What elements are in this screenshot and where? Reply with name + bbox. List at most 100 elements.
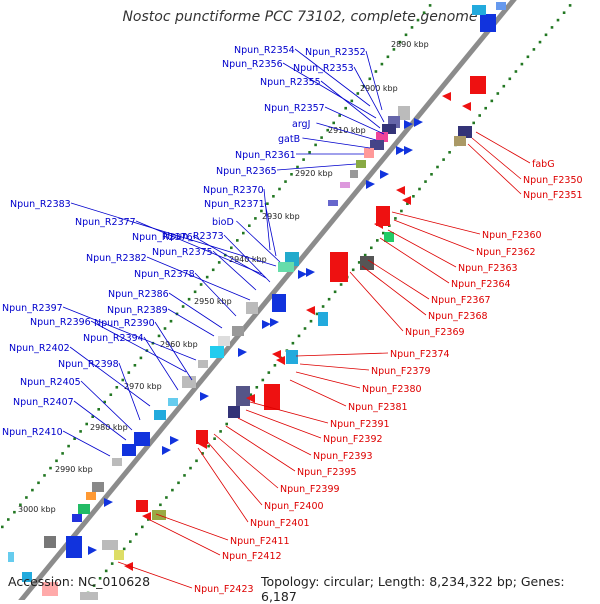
gene-feature[interactable] (286, 350, 298, 364)
gene-feature[interactable] (398, 106, 410, 120)
gene-label-npun-f2364[interactable]: Npun_F2364 (451, 279, 511, 290)
gene-label-npun-f2393[interactable]: Npun_F2393 (313, 451, 373, 462)
gene-arrow[interactable] (262, 320, 271, 329)
gene-arrow[interactable] (396, 186, 405, 195)
gene-feature[interactable] (318, 312, 328, 326)
gene-arrow[interactable] (366, 180, 375, 189)
gene-feature[interactable] (350, 170, 358, 178)
gene-label-npun-f2423[interactable]: Npun_F2423 (194, 584, 254, 595)
gene-arrow[interactable] (380, 170, 389, 179)
gene-label-npun-f2360[interactable]: Npun_F2360 (482, 230, 542, 241)
gene-feature[interactable] (102, 540, 118, 550)
gene-label-npun-f2368[interactable]: Npun_F2368 (428, 311, 488, 322)
gene-arrow[interactable] (270, 318, 279, 327)
gene-arrow[interactable] (374, 220, 383, 229)
gene-arrow[interactable] (170, 436, 179, 445)
gene-feature[interactable] (370, 140, 384, 150)
gene-label-npun-r2355[interactable]: Npun_R2355 (260, 77, 321, 88)
gene-label-npun-f2379[interactable]: Npun_F2379 (371, 366, 431, 377)
gene-label-npun-f2381[interactable]: Npun_F2381 (348, 402, 408, 413)
gene-label-npun-f2391[interactable]: Npun_F2391 (330, 419, 390, 430)
gene-feature[interactable] (168, 398, 178, 406)
gene-feature[interactable] (136, 500, 148, 512)
gene-feature[interactable] (8, 552, 14, 562)
gene-feature[interactable] (196, 430, 208, 444)
gene-label-npun-r2378[interactable]: Npun_R2378 (134, 269, 195, 280)
gene-label-npun-r2353[interactable]: Npun_R2353 (293, 63, 354, 74)
gene-arrow[interactable] (404, 146, 413, 155)
gene-arrow[interactable] (198, 440, 207, 449)
gene-feature[interactable] (360, 256, 374, 270)
gene-label-npun-r2390[interactable]: Npun_R2390 (94, 318, 155, 329)
gene-arrow[interactable] (404, 120, 413, 129)
gene-feature[interactable] (210, 346, 224, 358)
gene-feature[interactable] (114, 550, 124, 560)
gene-arrow[interactable] (238, 348, 247, 357)
gene-arrow[interactable] (414, 118, 423, 127)
gene-label-npun-f2367[interactable]: Npun_F2367 (431, 295, 491, 306)
gene-label-npun-r2394[interactable]: Npun_R2394 (83, 333, 144, 344)
gene-feature[interactable] (328, 200, 338, 206)
gene-label-npun-f2395[interactable]: Npun_F2395 (297, 467, 357, 478)
gene-feature[interactable] (382, 124, 396, 134)
gene-arrow[interactable] (124, 562, 133, 571)
gene-feature[interactable] (218, 336, 230, 346)
gene-label-npun-r2352[interactable]: Npun_R2352 (305, 47, 366, 58)
gene-feature[interactable] (44, 536, 56, 548)
gene-label-npun-f2362[interactable]: Npun_F2362 (476, 247, 536, 258)
gene-label-npun-r2376[interactable]: Npun_R2376 (132, 232, 193, 243)
gene-label-npun-r2371[interactable]: Npun_R2371 (204, 199, 265, 210)
gene-label-npun-r2375[interactable]: Npun_R2375 (152, 247, 213, 258)
gene-label-npun-r2402[interactable]: Npun_R2402 (9, 343, 70, 354)
gene-feature[interactable] (154, 410, 166, 420)
gene-feature[interactable] (236, 386, 250, 406)
gene-feature[interactable] (454, 136, 466, 146)
gene-feature[interactable] (480, 14, 496, 32)
gene-feature[interactable] (228, 406, 240, 418)
gene-feature[interactable] (458, 126, 472, 138)
gene-feature[interactable] (246, 302, 258, 314)
gene-feature[interactable] (364, 148, 374, 158)
gene-arrow[interactable] (246, 394, 255, 403)
gene-label-npun-r2373[interactable]: Npun_R2373 (163, 231, 224, 242)
gene-label-npun-r2396[interactable]: Npun_R2396 (30, 317, 91, 328)
gene-label-npun-r2410[interactable]: Npun_R2410 (2, 427, 63, 438)
gene-feature[interactable] (232, 326, 244, 336)
gene-feature[interactable] (472, 5, 486, 15)
gene-arrow[interactable] (104, 498, 113, 507)
gene-arrow[interactable] (272, 350, 281, 359)
gene-feature[interactable] (376, 206, 390, 226)
gene-label-npun-r2377[interactable]: Npun_R2377 (75, 217, 136, 228)
gene-arrow[interactable] (276, 356, 285, 365)
gene-label-npun-r2405[interactable]: Npun_R2405 (20, 377, 81, 388)
gene-feature[interactable] (182, 376, 196, 388)
gene-feature[interactable] (86, 492, 96, 500)
gene-feature[interactable] (112, 458, 122, 466)
gene-feature[interactable] (92, 482, 104, 492)
gene-label-npun-r2383[interactable]: Npun_R2383 (10, 199, 71, 210)
gene-feature[interactable] (22, 572, 32, 582)
gene-label-npun-f2400[interactable]: Npun_F2400 (264, 501, 324, 512)
gene-label-gatb[interactable]: gatB (278, 134, 300, 145)
gene-feature[interactable] (376, 132, 388, 142)
gene-label-npun-f2374[interactable]: Npun_F2374 (390, 349, 450, 360)
gene-label-npun-f2369[interactable]: Npun_F2369 (405, 327, 465, 338)
gene-label-npun-r2389[interactable]: Npun_R2389 (107, 305, 168, 316)
gene-label-npun-f2401[interactable]: Npun_F2401 (250, 518, 310, 529)
gene-label-npun-r2407[interactable]: Npun_R2407 (13, 397, 74, 408)
gene-label-npun-r2357[interactable]: Npun_R2357 (264, 103, 325, 114)
gene-label-npun-f2363[interactable]: Npun_F2363 (458, 263, 518, 274)
gene-feature[interactable] (78, 504, 90, 514)
gene-label-npun-r2382[interactable]: Npun_R2382 (86, 253, 147, 264)
gene-label-npun-r2397[interactable]: Npun_R2397 (2, 303, 63, 314)
gene-feature[interactable] (72, 514, 82, 522)
gene-feature[interactable] (134, 432, 150, 446)
gene-feature[interactable] (340, 182, 350, 188)
gene-label-npun-f2350[interactable]: Npun_F2350 (523, 175, 583, 186)
gene-label-npun-r2361[interactable]: Npun_R2361 (235, 150, 296, 161)
gene-label-npun-f2399[interactable]: Npun_F2399 (280, 484, 340, 495)
gene-label-npun-f2411[interactable]: Npun_F2411 (230, 536, 290, 547)
gene-arrow[interactable] (442, 92, 451, 101)
gene-label-npun-r2370[interactable]: Npun_R2370 (203, 185, 264, 196)
gene-label-npun-f2412[interactable]: Npun_F2412 (222, 551, 282, 562)
